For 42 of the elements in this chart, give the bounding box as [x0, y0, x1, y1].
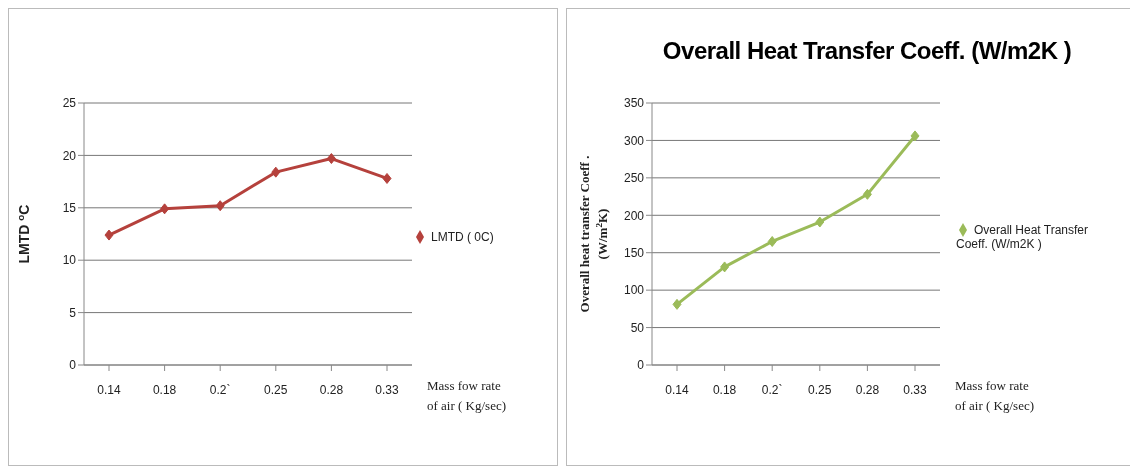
x-tick-label: 0.25: [264, 382, 288, 397]
x-axis-title: Mass fow rate of air ( Kg/sec): [955, 378, 1035, 413]
x-axis-title: Mass fow rate of air ( Kg/sec): [427, 378, 507, 413]
point: [326, 153, 336, 165]
y-tick-label: 20: [62, 148, 77, 163]
x-tick-label: 0.2`: [209, 382, 231, 397]
x-tick-label: 0.18: [152, 382, 177, 397]
y-tick-label: 25: [62, 96, 77, 111]
point: [910, 130, 920, 142]
point: [720, 261, 730, 273]
y-tick-label: 250: [623, 171, 645, 186]
point: [271, 166, 281, 178]
point: [862, 188, 872, 200]
x-tick-label: 0.28: [855, 382, 880, 397]
point: [672, 298, 682, 310]
x-tick-label: 0.25: [808, 382, 832, 397]
point: [382, 172, 392, 184]
y-tick-label: 5: [69, 305, 77, 320]
y-tick-label: 350: [623, 96, 645, 111]
y-tick-label: 200: [623, 208, 645, 223]
y-tick-label: 100: [623, 283, 645, 298]
x-tick-label: 0.33: [903, 382, 927, 397]
y-tick-label: 0: [69, 358, 77, 373]
point: [215, 200, 225, 212]
x-tick-label: 0.14: [665, 382, 689, 397]
x-tick-label: 0.28: [319, 382, 344, 397]
y-tick-label: 10: [62, 253, 77, 268]
y-tick-label: 50: [630, 320, 645, 335]
legend-label: LMTD ( 0C): [431, 229, 494, 244]
x-tick-label: 0.18: [712, 382, 737, 397]
point: [104, 229, 114, 241]
y-tick-label: 150: [623, 245, 645, 260]
y-tick-label: 300: [623, 133, 645, 148]
x-tick-label: 0.33: [375, 382, 399, 397]
x-tick-label: 0.14: [97, 382, 121, 397]
y-tick-label: 0: [637, 358, 645, 373]
point: [767, 235, 777, 247]
x-tick-label: 0.2`: [761, 382, 783, 397]
point: [815, 216, 825, 228]
chart-title: Overall Heat Transfer Coeff. (W/m2K ): [661, 37, 1073, 65]
y-tick-label: 15: [62, 201, 77, 216]
legend-label: Overall Heat Transfer Coeff. (W/m2K ): [956, 222, 1089, 252]
